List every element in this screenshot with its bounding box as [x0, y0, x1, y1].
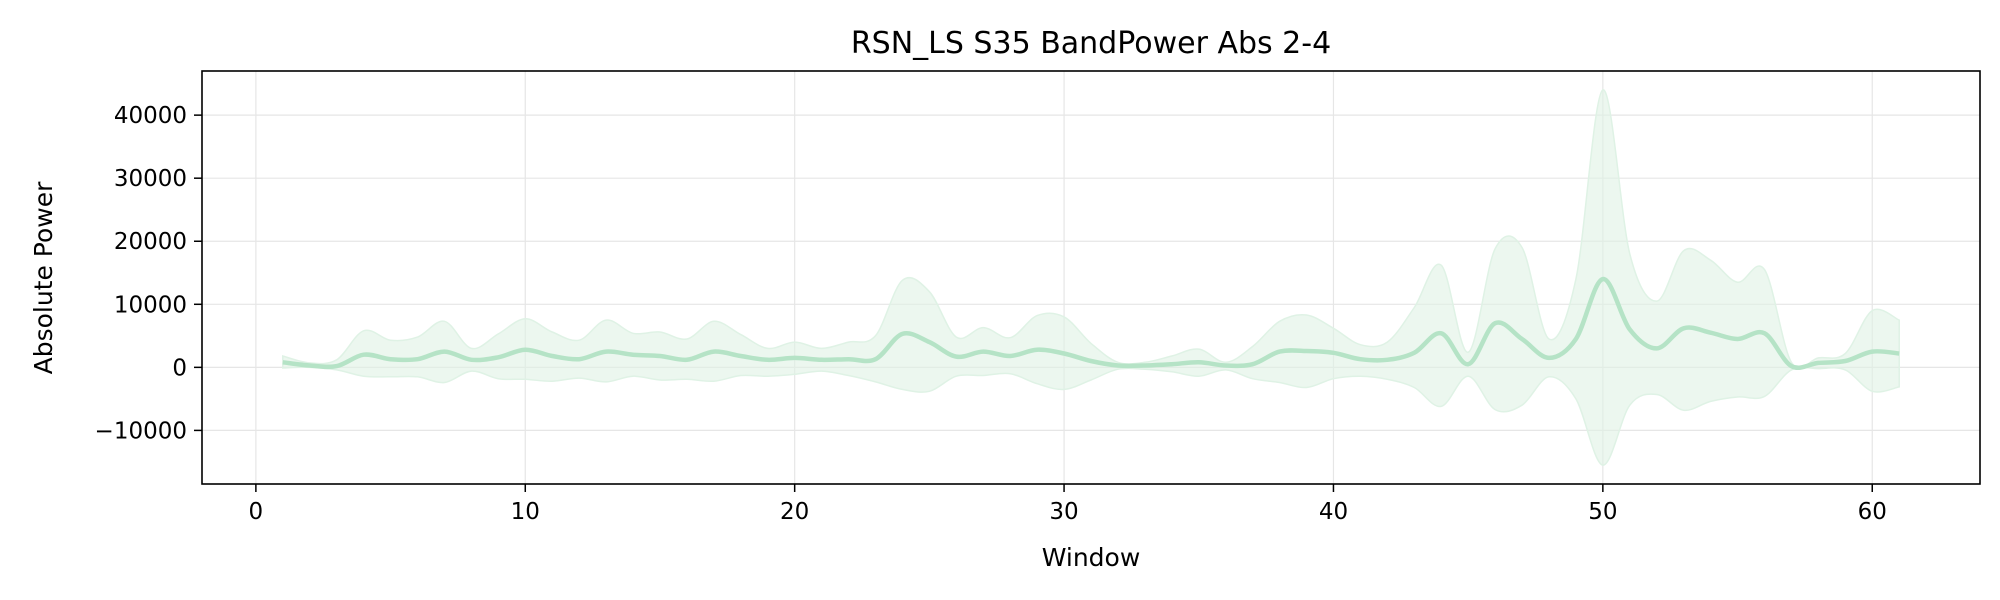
x-axis-label: Window: [1042, 543, 1141, 572]
x-tick-label: 30: [1049, 499, 1078, 525]
y-tick-label: −10000: [95, 418, 187, 444]
x-tick-label: 60: [1858, 499, 1887, 525]
y-tick-label: 40000: [114, 103, 187, 129]
y-tick-label: 0: [172, 355, 187, 381]
y-tick-label: 20000: [114, 229, 187, 255]
chart-title: RSN_LS S35 BandPower Abs 2-4: [851, 26, 1331, 61]
x-tick-label: 20: [780, 499, 809, 525]
x-tick-label: 50: [1588, 499, 1617, 525]
x-axis: 0 10 20 30 40 50 60: [249, 484, 1887, 525]
x-tick-label: 0: [249, 499, 264, 525]
x-tick-label: 40: [1319, 499, 1348, 525]
mean-line: [282, 276, 1900, 371]
confidence-band: [282, 89, 1900, 466]
x-tick-label: 10: [511, 499, 540, 525]
y-tick-label: 10000: [114, 292, 187, 318]
y-axis-label: Absolute Power: [29, 181, 58, 375]
y-axis: −10000 0 10000 20000 30000 40000: [95, 103, 202, 444]
y-tick-label: 30000: [114, 166, 187, 192]
plot-frame: [201, 70, 1981, 485]
